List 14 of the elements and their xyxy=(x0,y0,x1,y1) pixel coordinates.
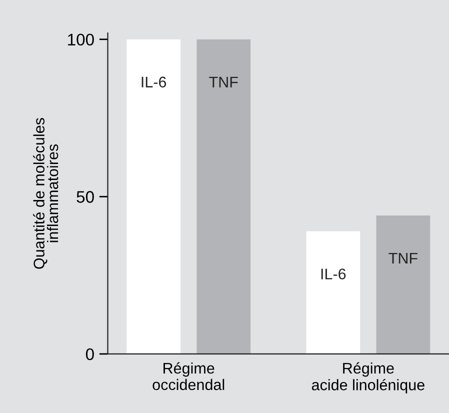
text: TNF xyxy=(388,253,418,264)
text: IL-6 xyxy=(321,268,346,280)
y-tick-label: 100 xyxy=(68,34,94,46)
x-tick-label: Régime acide linolénique xyxy=(312,362,424,394)
bar xyxy=(306,231,360,354)
series-label: TNF xyxy=(209,76,238,88)
series-label: IL-6 xyxy=(142,76,166,88)
y-axis-title: Quantité de molécules inflammatoires xyxy=(33,118,58,269)
bar xyxy=(376,216,430,354)
y-tick-label: 50 xyxy=(76,191,94,203)
bar xyxy=(196,39,251,354)
bar xyxy=(126,39,180,354)
y-tick-label: 0 xyxy=(86,348,94,360)
x-tick-label: Régime occidendal xyxy=(152,362,224,390)
